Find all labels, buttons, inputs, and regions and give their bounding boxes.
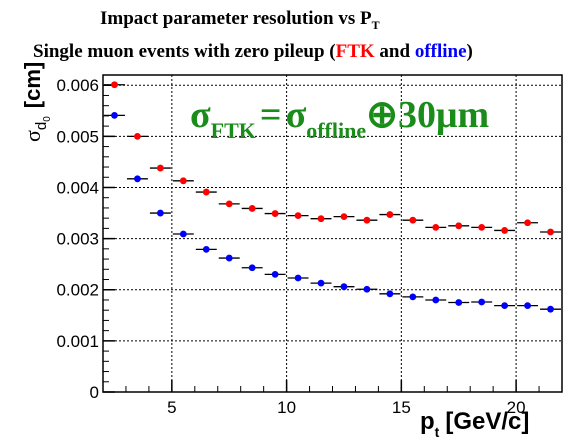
data-point xyxy=(134,175,141,183)
y-tick-label: 0 xyxy=(90,383,99,402)
x-tick-label: 15 xyxy=(392,398,411,417)
data-point xyxy=(547,305,554,313)
formula-annotation: σFTK = σoffline⊕30μm xyxy=(190,94,489,143)
data-point xyxy=(156,164,164,172)
data-point xyxy=(294,274,302,282)
plot-area: 0 0.001 0.002 0.003 0.004 0.005 0.006 5 10 15 20 xyxy=(56,74,563,417)
x-axis-label: pt [GeV/c] xyxy=(420,408,529,440)
data-point xyxy=(363,285,371,293)
chart-subtitle: Single muon events with zero pileup (FTK… xyxy=(33,41,473,62)
chart-title: Impact parameter resolution vs PT xyxy=(100,8,380,32)
data-point xyxy=(225,200,233,208)
y-tick-label: 0.003 xyxy=(56,230,99,249)
formula-sub-ftk: FTK xyxy=(211,118,256,143)
data-point xyxy=(501,302,509,309)
data-point xyxy=(478,223,486,231)
data-point xyxy=(202,245,210,253)
x-tick-label: 5 xyxy=(167,398,176,417)
ylabel-sub: d xyxy=(33,122,50,130)
ylabel-subsub: 0 xyxy=(42,116,53,122)
y-tick-label: 0.005 xyxy=(56,127,99,146)
data-point xyxy=(455,299,463,306)
data-point xyxy=(432,223,440,231)
y-tick-label: 0.006 xyxy=(56,76,99,95)
xlabel-p: p xyxy=(420,408,435,435)
title-subscript: T xyxy=(372,18,380,32)
data-point xyxy=(340,213,348,221)
data-point xyxy=(248,264,256,272)
formula-rest: ⊕30μm xyxy=(366,94,489,136)
data-point xyxy=(547,228,554,236)
formula-sigma-ftk: σ xyxy=(190,94,211,136)
subtitle-and: and xyxy=(375,41,415,62)
data-point xyxy=(317,215,325,223)
data-point xyxy=(156,209,164,217)
x-tick-label: 20 xyxy=(507,398,526,417)
data-point xyxy=(524,302,531,309)
data-point xyxy=(271,271,279,278)
data-point xyxy=(202,188,210,196)
formula-equals: = xyxy=(260,94,282,136)
data-point xyxy=(294,212,302,220)
formula-sigma-offline: σ xyxy=(286,94,307,136)
subtitle-suffix: ) xyxy=(467,41,473,62)
y-axis-label: σd0 [cm] xyxy=(20,62,53,142)
title-main: Impact parameter resolution vs P xyxy=(100,8,372,29)
data-point xyxy=(111,111,118,119)
ylabel-unit: [cm] xyxy=(20,62,45,108)
data-point xyxy=(363,216,371,224)
data-point xyxy=(271,210,279,217)
ylabel-sigma: σ xyxy=(20,130,45,142)
subtitle-ftk: FTK xyxy=(336,41,375,62)
formula-sub-offline: offline xyxy=(306,118,366,143)
data-point xyxy=(386,290,394,298)
data-point xyxy=(317,279,325,287)
data-point xyxy=(179,177,187,185)
subtitle-offline: offline xyxy=(415,41,467,62)
data-point xyxy=(409,293,417,301)
data-point xyxy=(179,230,187,238)
x-tick-label: 10 xyxy=(277,398,296,417)
data-point xyxy=(340,283,348,291)
y-tick-label: 0.001 xyxy=(56,332,99,351)
subtitle-prefix: Single muon events with zero pileup ( xyxy=(33,41,336,62)
data-point xyxy=(524,219,531,227)
y-tick-label: 0.004 xyxy=(56,178,99,197)
y-tick-label: 0.002 xyxy=(56,281,99,300)
data-point xyxy=(248,205,256,212)
xlabel-unit: [GeV/c] xyxy=(445,408,529,435)
data-point xyxy=(111,81,118,89)
data-point xyxy=(501,227,509,234)
data-point xyxy=(432,296,440,304)
data-point xyxy=(386,211,394,218)
data-point xyxy=(134,132,141,140)
data-point xyxy=(478,298,486,306)
data-point xyxy=(409,216,417,224)
data-point xyxy=(225,254,233,262)
data-point xyxy=(455,222,463,230)
xlabel-sub: t xyxy=(435,424,440,440)
